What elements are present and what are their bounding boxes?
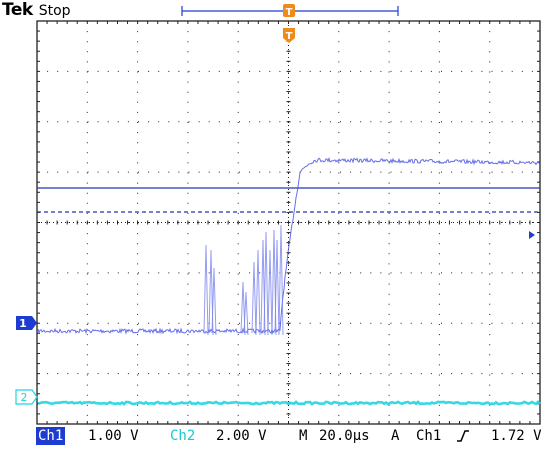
glitch-spike <box>203 244 209 336</box>
svg-text:T: T <box>286 7 293 18</box>
trigger-level-value[interactable]: 1.72 V <box>491 428 542 444</box>
trigger-mode: A <box>391 428 400 444</box>
svg-text:T: T <box>286 31 293 42</box>
ch2-ground-marker[interactable]: 2 <box>15 389 38 405</box>
ch1-waveform <box>37 156 541 335</box>
acquisition-state: Stop <box>38 3 71 19</box>
glitch-spike <box>255 249 261 336</box>
brand-logo: Tek <box>2 0 33 20</box>
graticule-center-axes <box>36 20 541 425</box>
record-position-bar: T <box>181 4 399 18</box>
glitch-spike <box>263 231 269 336</box>
glitch-spike <box>278 224 284 336</box>
ch1-label[interactable]: Ch1 <box>36 427 66 445</box>
ch2-scale: 2.00 V <box>216 428 267 444</box>
trigger-level-arrow-icon[interactable] <box>529 231 535 239</box>
scope-header: Tek Stop <box>2 0 71 20</box>
glitch-spike <box>243 291 249 336</box>
timebase-prefix: M <box>299 428 308 444</box>
timebase-value[interactable]: 20.0µs <box>319 428 370 444</box>
ch2-waveform <box>37 400 541 406</box>
ch1-scale: 1.00 V <box>88 428 139 444</box>
trigger-source[interactable]: Ch1 <box>416 428 442 444</box>
svg-text:2: 2 <box>21 391 28 404</box>
glitch-spike <box>211 267 217 336</box>
ch1-ground-marker[interactable]: 1 <box>16 316 37 330</box>
glitch-spike <box>267 249 273 336</box>
glitch-spike <box>251 261 257 336</box>
glitch-spike <box>274 239 280 336</box>
trigger-position-marker[interactable]: T <box>283 28 295 43</box>
ch2-label[interactable]: Ch2 <box>170 428 196 444</box>
ch1-glitch-spikes <box>203 224 284 336</box>
status-bar: Ch1 1.00 V Ch2 2.00 V M 20.0µs A Ch1 1.7… <box>36 427 544 445</box>
svg-text:1: 1 <box>19 317 27 330</box>
rising-edge-icon <box>456 427 470 450</box>
